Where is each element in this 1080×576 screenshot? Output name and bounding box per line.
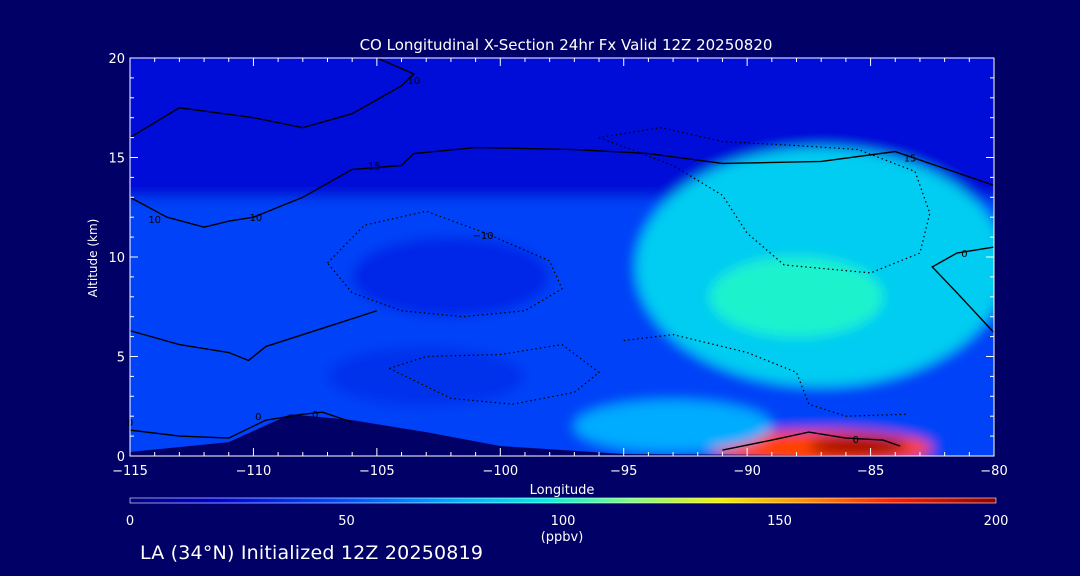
colorbar — [129, 497, 997, 504]
x-tick-label: −80 — [980, 464, 1007, 479]
contour-dashed — [327, 210, 563, 318]
initialization-caption: LA (34°N) Initialized 12Z 20250819 — [140, 542, 484, 564]
contour-label: 15 — [904, 154, 917, 165]
contour-label: −10 — [472, 231, 493, 242]
x-tick-label: −85 — [857, 464, 884, 479]
field-blob — [574, 400, 772, 453]
y-tick-label: 0 — [117, 450, 125, 465]
contour-solid — [722, 431, 901, 451]
contour-dashed — [623, 334, 908, 417]
x-tick-label: −100 — [482, 464, 518, 479]
field-blob — [808, 436, 908, 456]
x-tick-label: −110 — [236, 464, 272, 479]
field-blobs — [130, 58, 994, 456]
contour-label: 10 — [250, 213, 263, 224]
contour-label: 10 — [148, 215, 161, 226]
y-tick-label: 5 — [117, 351, 125, 366]
colorbar-tick-label: 100 — [551, 514, 576, 529]
colorbar-tick-label: 200 — [984, 514, 1009, 529]
colorbar-tick-label: 150 — [767, 514, 792, 529]
colorbar-unit-label: (ppbv) — [541, 530, 584, 545]
contour-solid — [130, 411, 353, 439]
co-concentration-field — [130, 58, 994, 456]
contour-solid — [931, 246, 994, 334]
contour-label: 0 — [961, 249, 967, 260]
x-tick-label: −90 — [733, 464, 760, 479]
contour-label: 0 — [255, 412, 261, 423]
contour-lines — [130, 58, 994, 451]
contour-label: 0 — [312, 410, 318, 421]
contour-dashed — [388, 343, 601, 405]
colorbar-ticks: 0 50 100 150 200 — [126, 514, 1009, 529]
contour-solid — [130, 310, 378, 362]
colorbar-tick-label: 0 — [126, 514, 134, 529]
y-axis-label: Altitude (km) — [86, 219, 100, 298]
contour-solid — [130, 146, 994, 228]
contour-label: 0 — [853, 435, 859, 446]
x-tick-label: −105 — [359, 464, 395, 479]
x-axis-label: Longitude — [530, 483, 595, 498]
chart-title: CO Longitudinal X-Section 24hr Fx Valid … — [360, 36, 773, 54]
contour-dashed — [598, 127, 931, 274]
terrain-mask — [130, 414, 994, 456]
field-blob — [352, 237, 550, 317]
x-tick-label: −115 — [112, 464, 148, 479]
x-axis: −115 −110 −105 −100 −95 −90 −85 −80 — [112, 58, 1008, 479]
x-tick-label: −95 — [610, 464, 637, 479]
colorbar-tick-label: 50 — [338, 514, 355, 529]
contour-label: 15 — [368, 161, 381, 172]
field-blob — [327, 346, 525, 407]
contour-label: 10 — [408, 76, 421, 87]
contour-solid — [130, 58, 416, 139]
field-blob — [710, 257, 883, 337]
y-tick-label: 10 — [108, 251, 125, 266]
y-axis: 0 5 10 15 20 — [108, 52, 994, 465]
y-tick-label: 15 — [108, 152, 125, 167]
y-tick-label: 20 — [108, 52, 125, 67]
